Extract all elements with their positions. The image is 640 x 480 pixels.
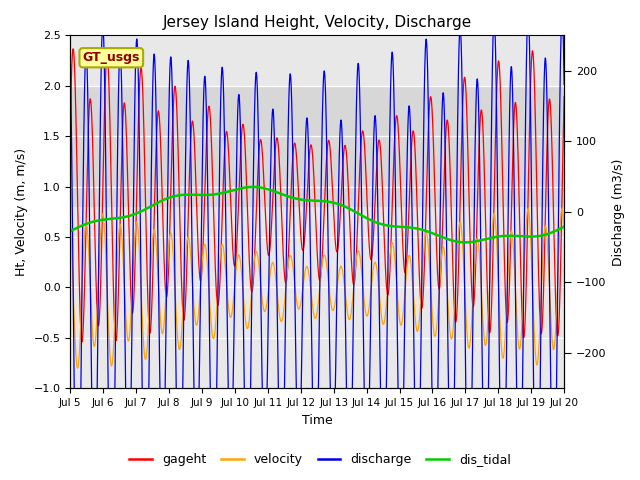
Title: Jersey Island Height, Velocity, Discharge: Jersey Island Height, Velocity, Discharg… xyxy=(163,15,472,30)
Y-axis label: Ht, Velocity (m, m/s): Ht, Velocity (m, m/s) xyxy=(15,148,28,276)
Legend: gageht, velocity, discharge, dis_tidal: gageht, velocity, discharge, dis_tidal xyxy=(124,448,516,471)
Y-axis label: Discharge (m3/s): Discharge (m3/s) xyxy=(612,158,625,265)
Bar xyxy=(70,86,564,207)
X-axis label: Time: Time xyxy=(302,414,333,427)
Text: GT_usgs: GT_usgs xyxy=(83,51,140,64)
